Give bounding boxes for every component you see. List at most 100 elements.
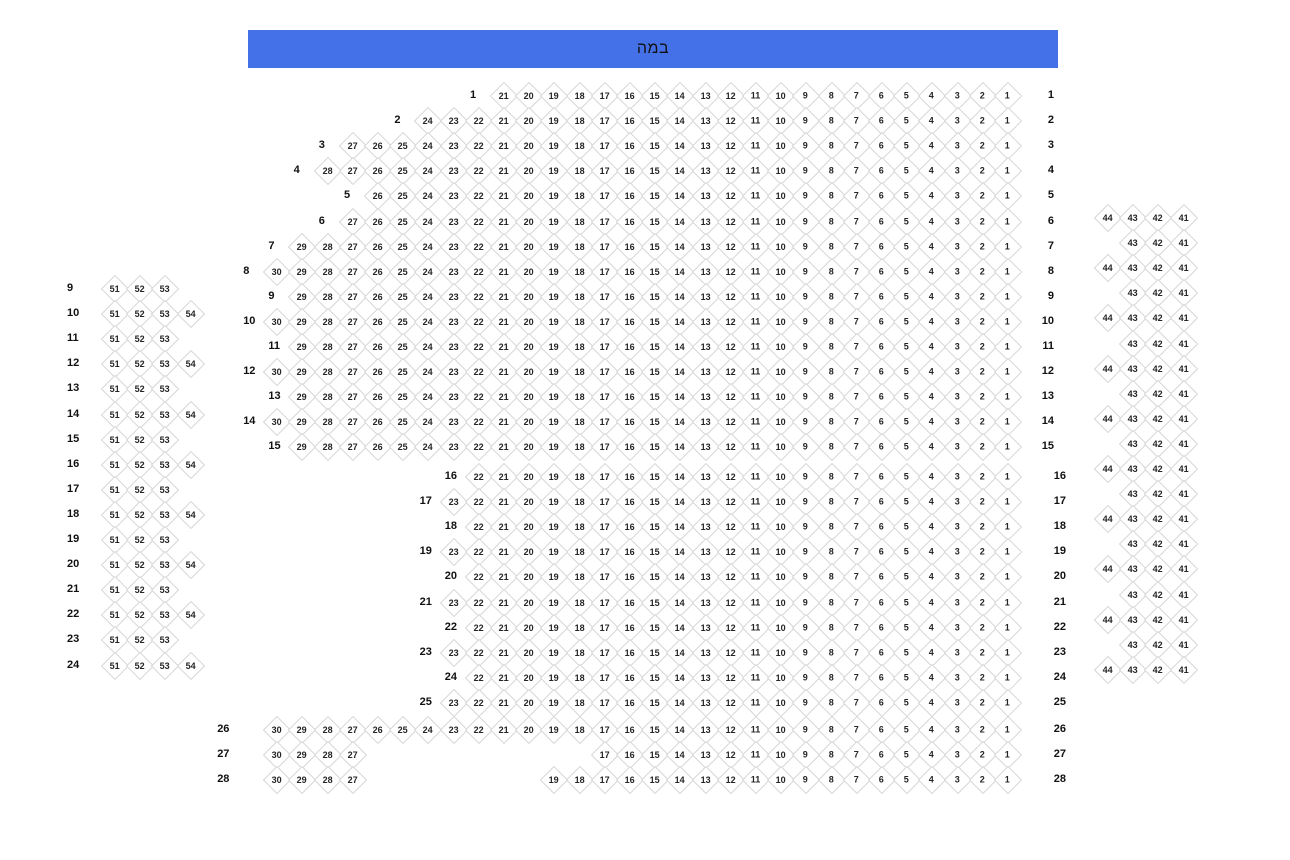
seat[interactable]: 2 [968,766,997,795]
seat[interactable]: 9 [792,357,821,387]
seat[interactable]: 53 [151,601,180,630]
seat[interactable]: 14 [666,433,695,462]
seat[interactable]: 29 [288,383,317,412]
seat[interactable]: 13 [691,688,720,718]
seat[interactable]: 24 [414,357,443,387]
seat[interactable]: 18 [565,766,594,795]
seat[interactable]: 4 [918,663,947,692]
seat[interactable]: 17 [590,433,619,462]
seat[interactable]: 14 [666,257,695,286]
seat[interactable]: 29 [288,408,317,437]
seat[interactable]: 54 [176,550,205,580]
seat[interactable]: 24 [414,408,443,437]
seat[interactable]: 4 [918,715,947,745]
seat[interactable]: 1 [993,663,1023,692]
seat[interactable]: 28 [313,766,342,795]
seat[interactable]: 41 [1169,555,1198,584]
seat[interactable]: 1 [993,613,1023,642]
seat[interactable]: 4 [918,538,947,567]
seat[interactable]: 9 [792,538,821,567]
seat[interactable]: 14 [666,563,695,592]
seat[interactable]: 20 [515,433,544,462]
seat[interactable]: 11 [741,563,771,592]
seat[interactable]: 4 [918,588,947,617]
seat[interactable]: 43 [1119,555,1148,584]
seat[interactable]: 1 [993,588,1023,617]
seat[interactable]: 42 [1144,354,1173,383]
seat[interactable]: 24 [414,182,443,211]
seat[interactable]: 54 [176,400,205,429]
seat[interactable]: 17 [590,688,619,718]
seat[interactable]: 19 [540,157,569,186]
seat[interactable]: 19 [540,513,569,542]
seat[interactable]: 29 [288,332,317,362]
seat[interactable]: 19 [540,487,569,517]
seat[interactable]: 9 [792,207,821,236]
seat[interactable]: 14 [666,282,695,311]
seat[interactable]: 9 [792,487,821,517]
seat[interactable]: 4 [918,257,947,286]
seat[interactable]: 14 [666,766,695,795]
seat[interactable]: 42 [1144,655,1173,684]
seat[interactable]: 26 [363,182,393,211]
seat[interactable]: 19 [540,766,569,795]
seat[interactable]: 14 [666,688,695,718]
seat[interactable]: 54 [176,350,205,379]
seat[interactable]: 22 [464,433,493,462]
seat[interactable]: 42 [1144,530,1173,559]
seat[interactable]: 3 [943,563,972,592]
seat[interactable]: 4 [918,282,947,311]
seat[interactable]: 14 [666,638,695,667]
seat[interactable]: 11 [741,182,771,211]
seat[interactable]: 53 [151,475,180,504]
seat[interactable]: 9 [792,715,821,745]
seat[interactable]: 42 [1144,479,1173,509]
seat[interactable]: 24 [414,207,443,236]
seat[interactable]: 4 [918,106,947,136]
seat[interactable]: 19 [540,182,569,211]
seat[interactable]: 1 [993,563,1023,592]
seat[interactable]: 20 [515,563,544,592]
seat[interactable]: 29 [288,257,317,286]
seat[interactable]: 5 [893,563,922,592]
seat[interactable]: 43 [1119,304,1148,333]
seat[interactable]: 2 [968,433,997,462]
seat[interactable]: 5 [893,182,922,211]
seat[interactable]: 21 [489,433,519,462]
seat[interactable]: 14 [666,332,695,362]
seat[interactable]: 10 [767,182,796,211]
seat[interactable]: 19 [540,408,569,437]
seat[interactable]: 7 [842,563,871,592]
seat[interactable]: 53 [151,450,180,479]
seat[interactable]: 4 [918,740,947,770]
seat[interactable]: 14 [666,588,695,617]
seat[interactable]: 3 [943,688,972,718]
seat[interactable]: 19 [540,132,569,161]
seat[interactable]: 41 [1169,329,1198,358]
seat[interactable]: 17 [590,182,619,211]
seat[interactable]: 16 [615,563,645,592]
seat[interactable]: 54 [176,500,205,530]
seat[interactable]: 4 [918,487,947,517]
seat[interactable]: 41 [1169,304,1198,333]
seat[interactable]: 19 [540,207,569,236]
seat[interactable]: 26 [363,433,393,462]
seat[interactable]: 18 [565,688,594,718]
seat[interactable]: 53 [151,375,180,404]
seat[interactable]: 51 [100,375,130,404]
seat[interactable]: 42 [1144,304,1173,333]
seat[interactable]: 24 [414,332,443,362]
seat[interactable]: 29 [288,282,317,311]
seat[interactable]: 9 [792,663,821,692]
seat[interactable]: 9 [792,433,821,462]
seat[interactable]: 14 [666,538,695,567]
seat[interactable]: 24 [414,715,443,745]
seat[interactable]: 14 [666,715,695,745]
seat[interactable]: 6 [867,766,897,795]
seat[interactable]: 24 [414,106,443,136]
seat[interactable]: 9 [792,157,821,186]
seat[interactable]: 19 [540,282,569,311]
seat[interactable]: 19 [540,257,569,286]
seat[interactable]: 10 [767,433,796,462]
seat[interactable]: 1 [993,232,1023,261]
